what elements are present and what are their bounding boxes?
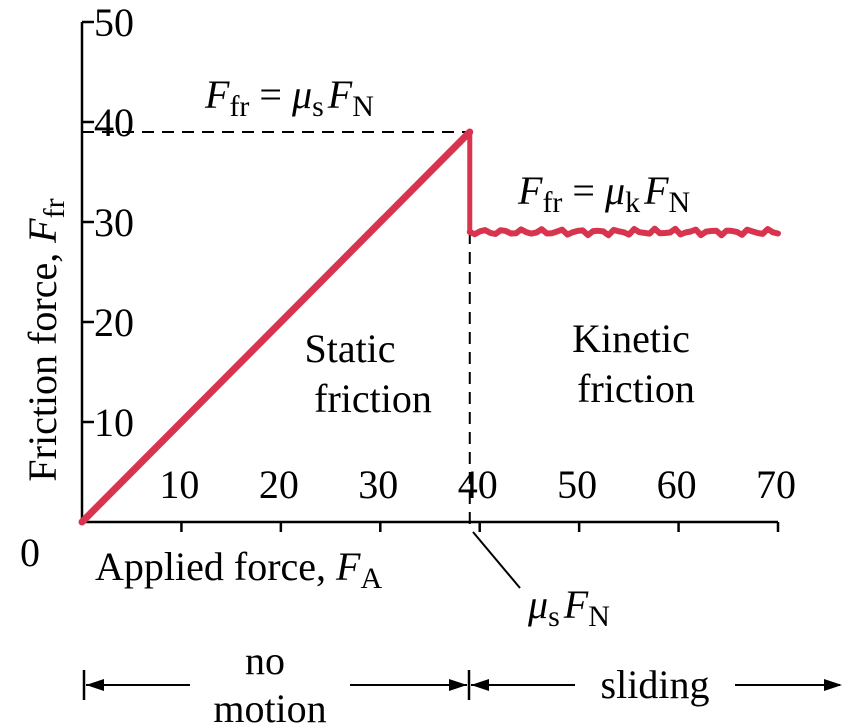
tick-labels: 10 20 30 40 50 60 70 10 20 30 40 50 bbox=[94, 0, 796, 507]
static-region-line-1: Static bbox=[304, 326, 395, 371]
static-eq-mu: μ bbox=[291, 72, 312, 117]
static-friction-equation: Ffr = μs FN bbox=[204, 72, 374, 123]
no-motion-arrowhead-left bbox=[86, 679, 104, 691]
origin-label: 0 bbox=[20, 530, 40, 575]
kinetic-region-line-2: friction bbox=[577, 366, 695, 411]
sliding-label: sliding bbox=[601, 662, 710, 707]
threshold-sub: N bbox=[588, 600, 610, 633]
static-eq-equals: = bbox=[249, 72, 292, 117]
static-eq-lhs-sub: fr bbox=[229, 90, 249, 123]
x-tick-label: 10 bbox=[159, 462, 199, 507]
y-axis-title-text: Friction force, bbox=[20, 243, 65, 482]
y-axis-title-symbol: F bbox=[20, 218, 65, 244]
x-tick-label: 20 bbox=[259, 462, 299, 507]
x-tick-label: 30 bbox=[358, 462, 398, 507]
y-axis-title: Friction force, Ffr bbox=[20, 198, 71, 481]
kinetic-eq-lhs: F bbox=[517, 168, 543, 213]
kinetic-eq-mu-sub: k bbox=[625, 186, 640, 219]
threshold-leader-line bbox=[472, 531, 521, 589]
y-tick-label: 40 bbox=[94, 100, 134, 145]
no-motion-line-1: no bbox=[245, 638, 285, 683]
static-eq-rhs-sub: N bbox=[352, 90, 374, 123]
no-motion-line-2: motion bbox=[213, 686, 326, 728]
motion-arrows bbox=[82, 670, 842, 700]
no-motion-arrowhead-right bbox=[449, 679, 467, 691]
sliding-arrowhead-right bbox=[824, 679, 842, 691]
threshold-mu-sub: s bbox=[548, 600, 560, 633]
x-tick-label: 70 bbox=[756, 462, 796, 507]
static-eq-mu-sub: s bbox=[312, 90, 324, 123]
static-eq-lhs: F bbox=[204, 72, 230, 117]
threshold-mu: μ bbox=[527, 582, 548, 627]
kinetic-eq-rhs: F bbox=[643, 168, 669, 213]
threshold-label: μs FN bbox=[527, 582, 610, 633]
kinetic-region-line-1: Kinetic bbox=[572, 316, 690, 361]
x-tick-label: 50 bbox=[557, 462, 597, 507]
static-region-label: Static friction bbox=[304, 326, 431, 421]
axes bbox=[80, 20, 780, 532]
x-tick-label: 40 bbox=[458, 462, 498, 507]
x-axis-title-symbol: F bbox=[335, 544, 361, 589]
static-eq-rhs: F bbox=[327, 72, 353, 117]
y-tick-label: 20 bbox=[94, 300, 134, 345]
no-motion-label: no motion bbox=[213, 638, 326, 728]
kinetic-friction-line bbox=[466, 225, 781, 239]
guide-lines bbox=[82, 131, 471, 528]
kinetic-eq-rhs-sub: N bbox=[669, 186, 691, 219]
y-tick-label: 10 bbox=[94, 400, 134, 445]
x-axis-title-subscript: A bbox=[360, 562, 382, 595]
kinetic-eq-equals: = bbox=[562, 168, 605, 213]
kinetic-eq-mu: μ bbox=[604, 168, 625, 213]
static-friction-line bbox=[78, 128, 474, 526]
y-tick-label: 30 bbox=[94, 200, 134, 245]
kinetic-eq-lhs-sub: fr bbox=[542, 186, 562, 219]
kinetic-friction-equation: Ffr = μk FN bbox=[517, 168, 690, 219]
x-tick-label: 60 bbox=[657, 462, 697, 507]
kinetic-region-label: Kinetic friction bbox=[572, 316, 700, 411]
x-axis-title: Applied force, FA bbox=[95, 544, 382, 595]
threshold-symbol: F bbox=[563, 582, 589, 627]
series-group bbox=[78, 128, 781, 526]
sliding-arrowhead-left bbox=[471, 679, 489, 691]
y-tick-label: 50 bbox=[94, 0, 134, 45]
x-axis-title-text: Applied force, bbox=[95, 544, 336, 589]
static-region-line-2: friction bbox=[314, 376, 432, 421]
y-axis-title-subscript: fr bbox=[38, 198, 71, 218]
